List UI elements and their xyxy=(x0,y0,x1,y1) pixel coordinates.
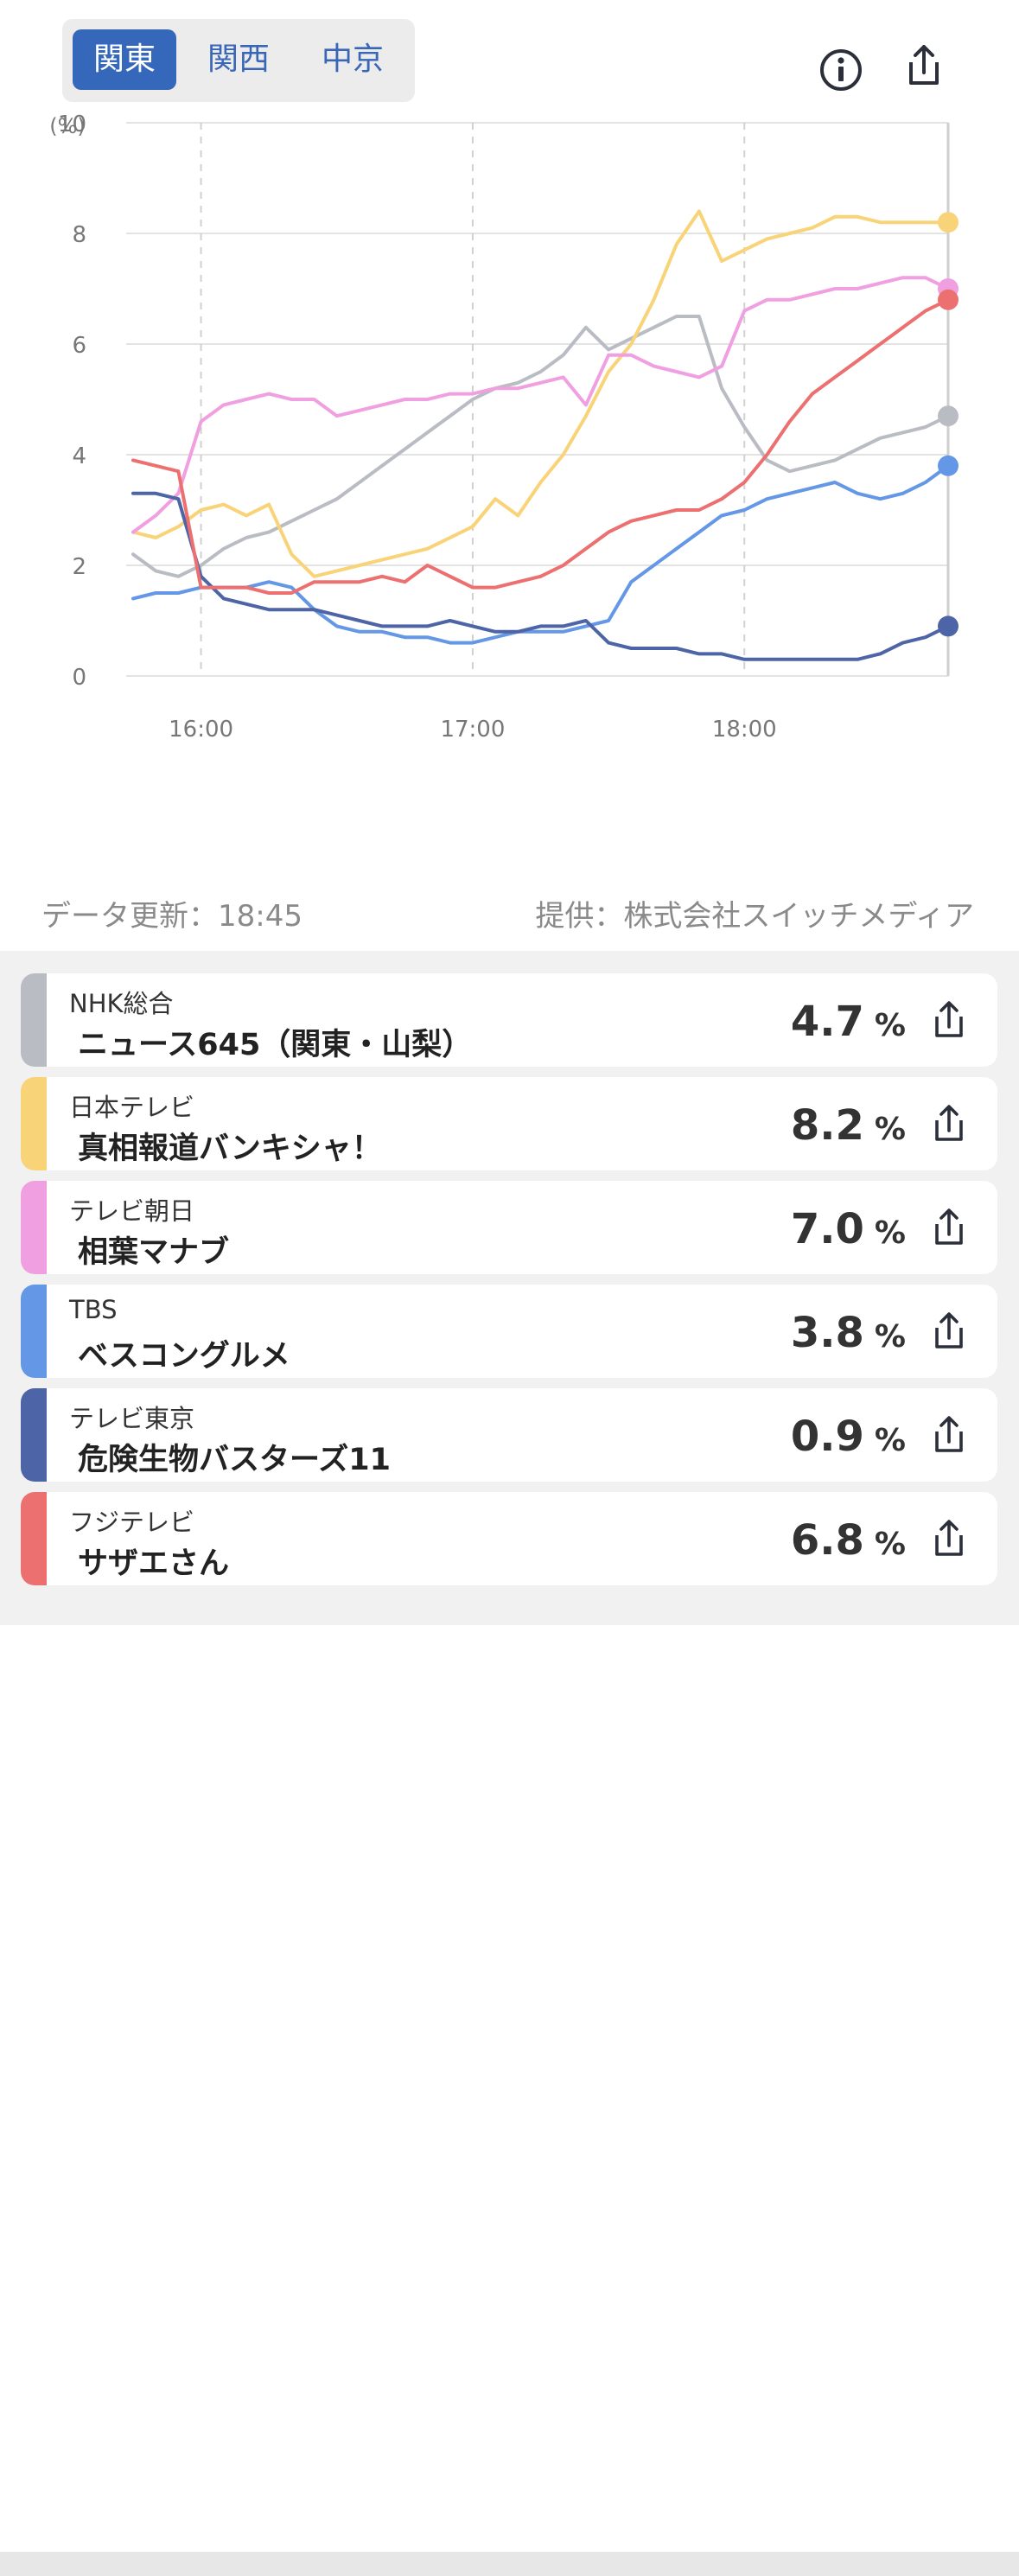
y-tick-label: 8 xyxy=(72,222,86,248)
channel-color-bar xyxy=(21,1077,47,1170)
y-tick-label: 4 xyxy=(72,443,86,469)
channel-row-ntv[interactable]: 日本テレビ 真相報道バンキシャ！ 8.2% xyxy=(21,1077,997,1170)
rating-number: 8.2 xyxy=(790,1101,864,1150)
tab-kanto[interactable]: 関東 xyxy=(73,29,176,90)
program-title: 危険生物バスターズ11 xyxy=(78,1443,391,1477)
rating-unit: % xyxy=(874,1008,906,1043)
channel-row-tv-asahi[interactable]: テレビ朝日 相葉マナブ 7.0% xyxy=(21,1181,997,1274)
y-tick-label: 6 xyxy=(72,333,86,359)
channel-name: テレビ東京 xyxy=(69,1404,195,1433)
channel-row-fuji[interactable]: フジテレビ サザエさん 6.8% xyxy=(21,1492,997,1585)
series-line-3 xyxy=(131,463,950,645)
rating-number: 0.9 xyxy=(790,1412,864,1461)
rating-line-chart: 0 2 4 6 8 10(%) 16:00 17:00 18:00 xyxy=(49,112,958,743)
program-title: 相葉マナブ xyxy=(78,1235,230,1270)
share-icon[interactable] xyxy=(927,998,971,1043)
rating-value: 4.7% xyxy=(791,998,906,1046)
series-endpoint-4 xyxy=(938,615,958,637)
x-tick-label: 18:00 xyxy=(712,717,777,743)
series-endpoint-0 xyxy=(938,405,958,427)
region-tab-group: 関東 関西 中京 xyxy=(62,19,415,102)
channel-color-bar xyxy=(21,1285,47,1378)
series-line-4 xyxy=(131,491,950,661)
data-provider: 提供：株式会社スイッチメディア xyxy=(535,899,974,934)
series-endpoint-3 xyxy=(938,455,958,476)
rating-value: 0.9% xyxy=(791,1412,906,1461)
updated-time: データ更新：18:45 xyxy=(41,899,303,934)
y-tick-label: 0 xyxy=(72,665,86,691)
tab-chukyo[interactable]: 中京 xyxy=(321,41,384,77)
info-icon[interactable] xyxy=(812,41,869,99)
tab-kansai[interactable]: 関西 xyxy=(207,41,270,77)
rating-value: 6.8% xyxy=(791,1516,906,1565)
y-tick-label: 2 xyxy=(72,554,86,580)
channel-color-bar xyxy=(21,1181,47,1274)
channel-name: 日本テレビ xyxy=(69,1093,195,1122)
series-endpoint-1 xyxy=(938,212,958,233)
rating-number: 4.7 xyxy=(790,998,864,1046)
share-icon[interactable] xyxy=(927,1412,971,1457)
rating-number: 3.8 xyxy=(790,1309,864,1357)
channel-row-nhk[interactable]: NHK総合 ニュース645（関東・山梨） 4.7% xyxy=(21,973,997,1067)
series-line-5 xyxy=(131,297,950,595)
rating-unit: % xyxy=(874,1215,906,1251)
share-icon[interactable] xyxy=(927,1516,971,1561)
rating-unit: % xyxy=(874,1112,906,1147)
channel-row-tbs[interactable]: TBS ベスコングルメ 3.8% xyxy=(21,1285,997,1378)
rating-value: 7.0% xyxy=(791,1205,906,1253)
channel-color-bar xyxy=(21,1492,47,1585)
rating-value: 8.2% xyxy=(791,1101,906,1150)
series-line-0 xyxy=(131,315,950,578)
program-title: サザエさん xyxy=(78,1546,230,1581)
rating-number: 6.8 xyxy=(790,1516,864,1565)
bottom-strip xyxy=(0,2552,1019,2576)
channel-color-bar xyxy=(21,973,47,1067)
series-line-2 xyxy=(131,276,950,534)
channel-name: テレビ朝日 xyxy=(69,1196,195,1226)
share-icon[interactable] xyxy=(895,38,952,95)
channel-list: NHK総合 ニュース645（関東・山梨） 4.7% 日本テレビ 真相報道バンキシ… xyxy=(0,951,1019,2576)
y-unit-label: (%) xyxy=(49,114,86,138)
rating-unit: % xyxy=(874,1423,906,1458)
share-icon[interactable] xyxy=(927,1101,971,1146)
share-icon[interactable] xyxy=(927,1205,971,1250)
series-endpoint-5 xyxy=(938,289,958,310)
rating-unit: % xyxy=(874,1319,906,1355)
rating-value: 3.8% xyxy=(791,1309,906,1357)
rating-number: 7.0 xyxy=(790,1205,864,1253)
x-tick-label: 17:00 xyxy=(440,717,505,743)
channel-name: NHK総合 xyxy=(69,989,174,1018)
x-tick-label: 16:00 xyxy=(169,717,233,743)
series-line-1 xyxy=(131,209,950,578)
channel-row-tv-tokyo[interactable]: テレビ東京 危険生物バスターズ11 0.9% xyxy=(21,1388,997,1482)
channel-name: フジテレビ xyxy=(69,1508,195,1537)
channel-name: TBS xyxy=(69,1295,118,1324)
share-icon[interactable] xyxy=(927,1309,971,1354)
program-title: ニュース645（関東・山梨） xyxy=(78,1028,473,1062)
y-tick-label: 10 xyxy=(58,112,86,137)
rating-unit: % xyxy=(874,1527,906,1562)
channel-color-bar xyxy=(21,1388,47,1482)
program-title: ベスコングルメ xyxy=(78,1339,290,1374)
chart-panel: 関東 関西 中京 0 2 4 6 8 10 (%) 16:00 17:00 18:00 データ更新… xyxy=(0,0,1019,951)
program-title: 真相報道バンキシャ！ xyxy=(78,1132,382,1166)
